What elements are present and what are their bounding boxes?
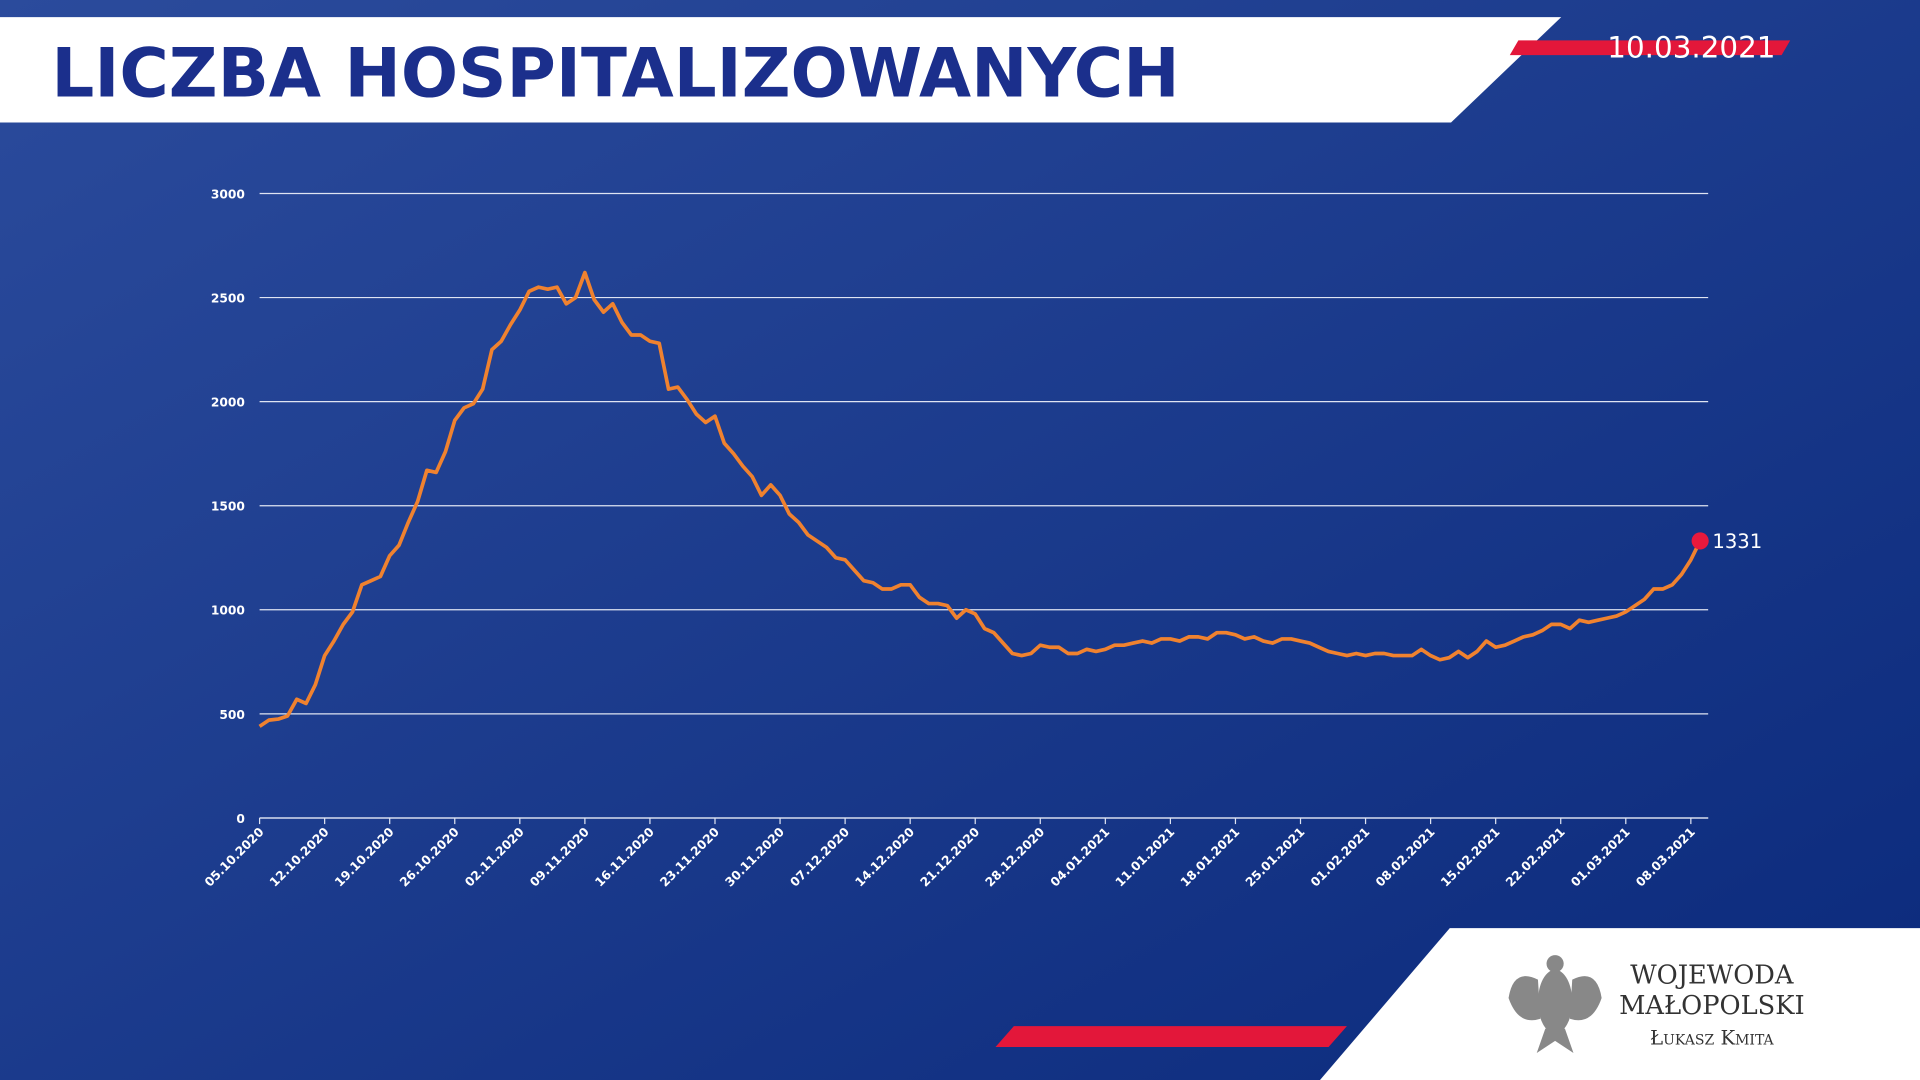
footer-line: Łukasz Kmita [1650, 1026, 1775, 1049]
date-stripe [1509, 40, 1791, 56]
last-point [1691, 532, 1709, 550]
y-tick-label: 2500 [211, 291, 245, 305]
y-tick-label: 2000 [211, 396, 245, 410]
footer-line: MAŁOPOLSKI [1619, 991, 1805, 1021]
y-tick-label: 3000 [211, 187, 245, 201]
logo-panel [1320, 928, 1920, 1080]
y-tick-label: 1500 [211, 500, 245, 514]
title: LICZBA HOSPITALIZOWANYCH [51, 34, 1179, 113]
title-banner [0, 17, 1562, 123]
y-tick-label: 0 [236, 812, 245, 826]
y-tick-label: 500 [219, 708, 245, 722]
data-line [258, 270, 1702, 728]
value-label: 1331 [1712, 530, 1762, 553]
bottom-stripe [995, 1026, 1347, 1047]
date: 10.03.2021 [1607, 31, 1775, 65]
footer-line: WOJEWODA [1630, 960, 1794, 990]
y-tick-label: 1000 [211, 604, 245, 618]
